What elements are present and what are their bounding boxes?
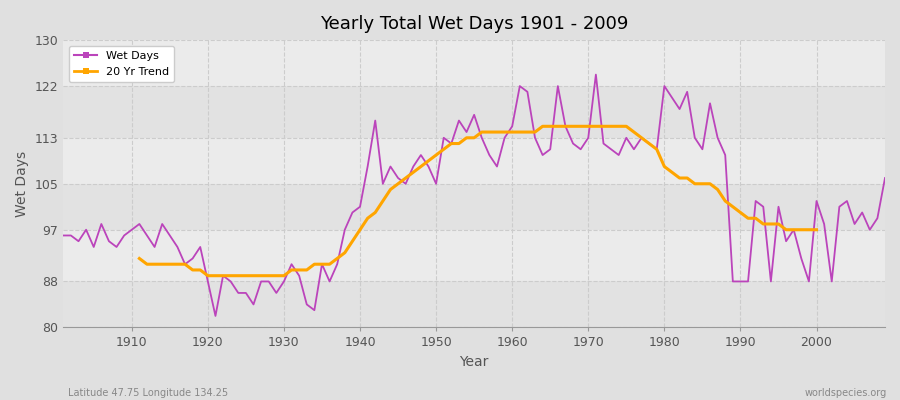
X-axis label: Year: Year [460, 355, 489, 369]
Text: worldspecies.org: worldspecies.org [805, 388, 886, 398]
Text: Latitude 47.75 Longitude 134.25: Latitude 47.75 Longitude 134.25 [68, 388, 228, 398]
Y-axis label: Wet Days: Wet Days [15, 151, 29, 217]
Bar [63, 184, 885, 230]
Bar [63, 86, 885, 138]
Title: Yearly Total Wet Days 1901 - 2009: Yearly Total Wet Days 1901 - 2009 [320, 15, 628, 33]
Bar [63, 40, 885, 86]
Bar [63, 138, 885, 184]
Bar [63, 282, 885, 328]
Legend: Wet Days, 20 Yr Trend: Wet Days, 20 Yr Trend [68, 46, 175, 82]
Bar [63, 230, 885, 282]
